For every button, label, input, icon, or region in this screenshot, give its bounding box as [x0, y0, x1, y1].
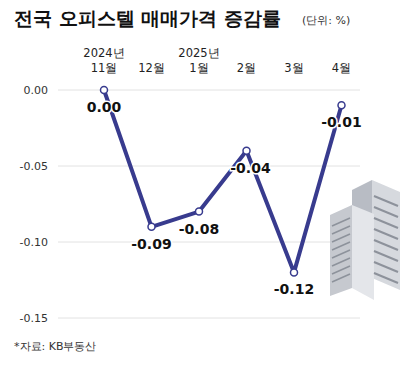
- series-line: [104, 90, 342, 272]
- data-label: 0.00: [87, 99, 122, 115]
- building-window: [374, 196, 398, 206]
- building-window: [374, 273, 398, 283]
- building-window: [332, 234, 350, 242]
- x-tick-label-line: 1월: [189, 61, 208, 75]
- x-tick-label-line: 2024년: [83, 46, 124, 60]
- building-window: [374, 240, 398, 250]
- subtitle: (단위: %): [302, 14, 350, 27]
- building-window: [374, 251, 398, 261]
- x-tick-label-line: 12월: [138, 61, 165, 75]
- grid-line: [58, 318, 360, 319]
- building-window: [374, 207, 398, 217]
- y-tick-label: -0.05: [20, 160, 48, 173]
- marker: [291, 269, 298, 276]
- x-tick-label: 4월: [332, 61, 351, 75]
- building-window: [332, 274, 350, 282]
- marker: [196, 208, 203, 215]
- chart: 전국 오피스텔 매매가격 증감률 (단위: %) 0.00 -0.05 -0.10 -0.…: [0, 0, 420, 376]
- marker: [243, 147, 250, 154]
- series-group: [101, 87, 346, 276]
- data-label: -0.01: [321, 114, 361, 130]
- grid-line: [58, 166, 360, 167]
- y-tick-label: -0.10: [20, 236, 48, 249]
- building-window: [332, 266, 350, 274]
- x-tick-label-line: 2월: [237, 61, 256, 75]
- y-tick-label: -0.15: [20, 312, 48, 325]
- x-tick-label: 2024년11월: [83, 46, 124, 75]
- y-tick-label: 0.00: [24, 84, 49, 97]
- x-tick-label-line: 2025년: [178, 46, 219, 60]
- marker: [338, 102, 345, 109]
- grid-line: [58, 242, 360, 243]
- building-window: [374, 218, 398, 228]
- building-window: [332, 258, 350, 266]
- chart-root: 전국 오피스텔 매매가격 증감률 (단위: %) 0.00 -0.05 -0.10 -0.…: [0, 0, 420, 376]
- building-side: [330, 205, 352, 296]
- data-label: -0.04: [230, 160, 271, 176]
- building-icon: [330, 180, 400, 300]
- source: *자료: KB부동산: [14, 340, 96, 353]
- x-tick-label: 2월: [237, 61, 256, 75]
- building-window: [332, 250, 350, 258]
- data-label: -0.12: [274, 281, 314, 297]
- building-front: [372, 180, 400, 290]
- x-tick-label: 12월: [138, 61, 165, 75]
- building-window: [332, 226, 350, 234]
- data-label: -0.09: [131, 236, 171, 252]
- x-tick-label: 3월: [284, 61, 303, 75]
- x-tick-label-line: 3월: [284, 61, 303, 75]
- building-window: [332, 218, 350, 226]
- x-tick-label-line: 4월: [332, 61, 351, 75]
- marker: [101, 87, 108, 94]
- data-label: -0.08: [179, 221, 219, 237]
- building-window: [374, 262, 398, 272]
- title: 전국 오피스텔 매매가격 증감률: [14, 7, 281, 29]
- marker: [148, 223, 155, 230]
- x-tick-label: 2025년1월: [178, 46, 219, 75]
- building-front: [352, 205, 374, 300]
- x-tick-label-line: 11월: [91, 61, 118, 75]
- building-window: [374, 229, 398, 239]
- building-window: [332, 242, 350, 250]
